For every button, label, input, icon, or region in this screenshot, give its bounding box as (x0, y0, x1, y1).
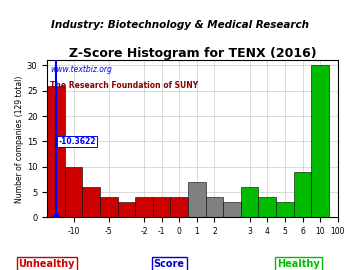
Text: -10.3622: -10.3622 (59, 137, 96, 146)
Bar (258, 197, 276, 217)
Bar (47, 86, 65, 217)
Bar (276, 202, 294, 217)
Bar (188, 182, 206, 217)
Bar (65, 167, 82, 217)
Text: The Research Foundation of SUNY: The Research Foundation of SUNY (50, 81, 198, 90)
Text: www.textbiz.org: www.textbiz.org (50, 65, 112, 74)
Text: Score: Score (154, 259, 185, 269)
Bar (118, 202, 135, 217)
Bar (206, 197, 223, 217)
Text: Industry: Biotechnology & Medical Research: Industry: Biotechnology & Medical Resear… (51, 20, 309, 30)
Text: Healthy: Healthy (278, 259, 320, 269)
Bar (153, 197, 170, 217)
Bar (82, 187, 100, 217)
Bar (294, 172, 311, 217)
Y-axis label: Number of companies (129 total): Number of companies (129 total) (15, 75, 24, 202)
Title: Z-Score Histogram for TENX (2016): Z-Score Histogram for TENX (2016) (69, 48, 316, 60)
Text: Unhealthy: Unhealthy (19, 259, 75, 269)
Bar (100, 197, 118, 217)
Bar (311, 65, 329, 217)
Bar (135, 197, 153, 217)
Bar (170, 197, 188, 217)
Bar (223, 202, 241, 217)
Bar (241, 187, 258, 217)
